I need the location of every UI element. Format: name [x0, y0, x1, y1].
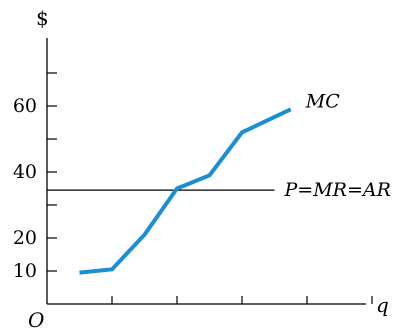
- price-line-label: P=MR=AR: [284, 179, 391, 201]
- series-label-mc: MC: [305, 90, 340, 112]
- y-tick-label-10: 10: [13, 260, 37, 282]
- y-tick-label-40: 40: [13, 161, 37, 183]
- ticks: 10 20 40 60: [13, 72, 373, 304]
- axes: [46, 38, 366, 305]
- y-tick-label-20: 20: [13, 227, 37, 249]
- y-tick-label-60: 60: [13, 95, 37, 117]
- y-axis-title: $: [36, 6, 49, 30]
- series-line-mc: [79, 107, 292, 275]
- series-group: MC: [79, 90, 340, 275]
- reference-lines: P=MR=AR: [47, 179, 391, 201]
- x-axis-title: q: [376, 293, 389, 317]
- origin-label: O: [28, 308, 44, 332]
